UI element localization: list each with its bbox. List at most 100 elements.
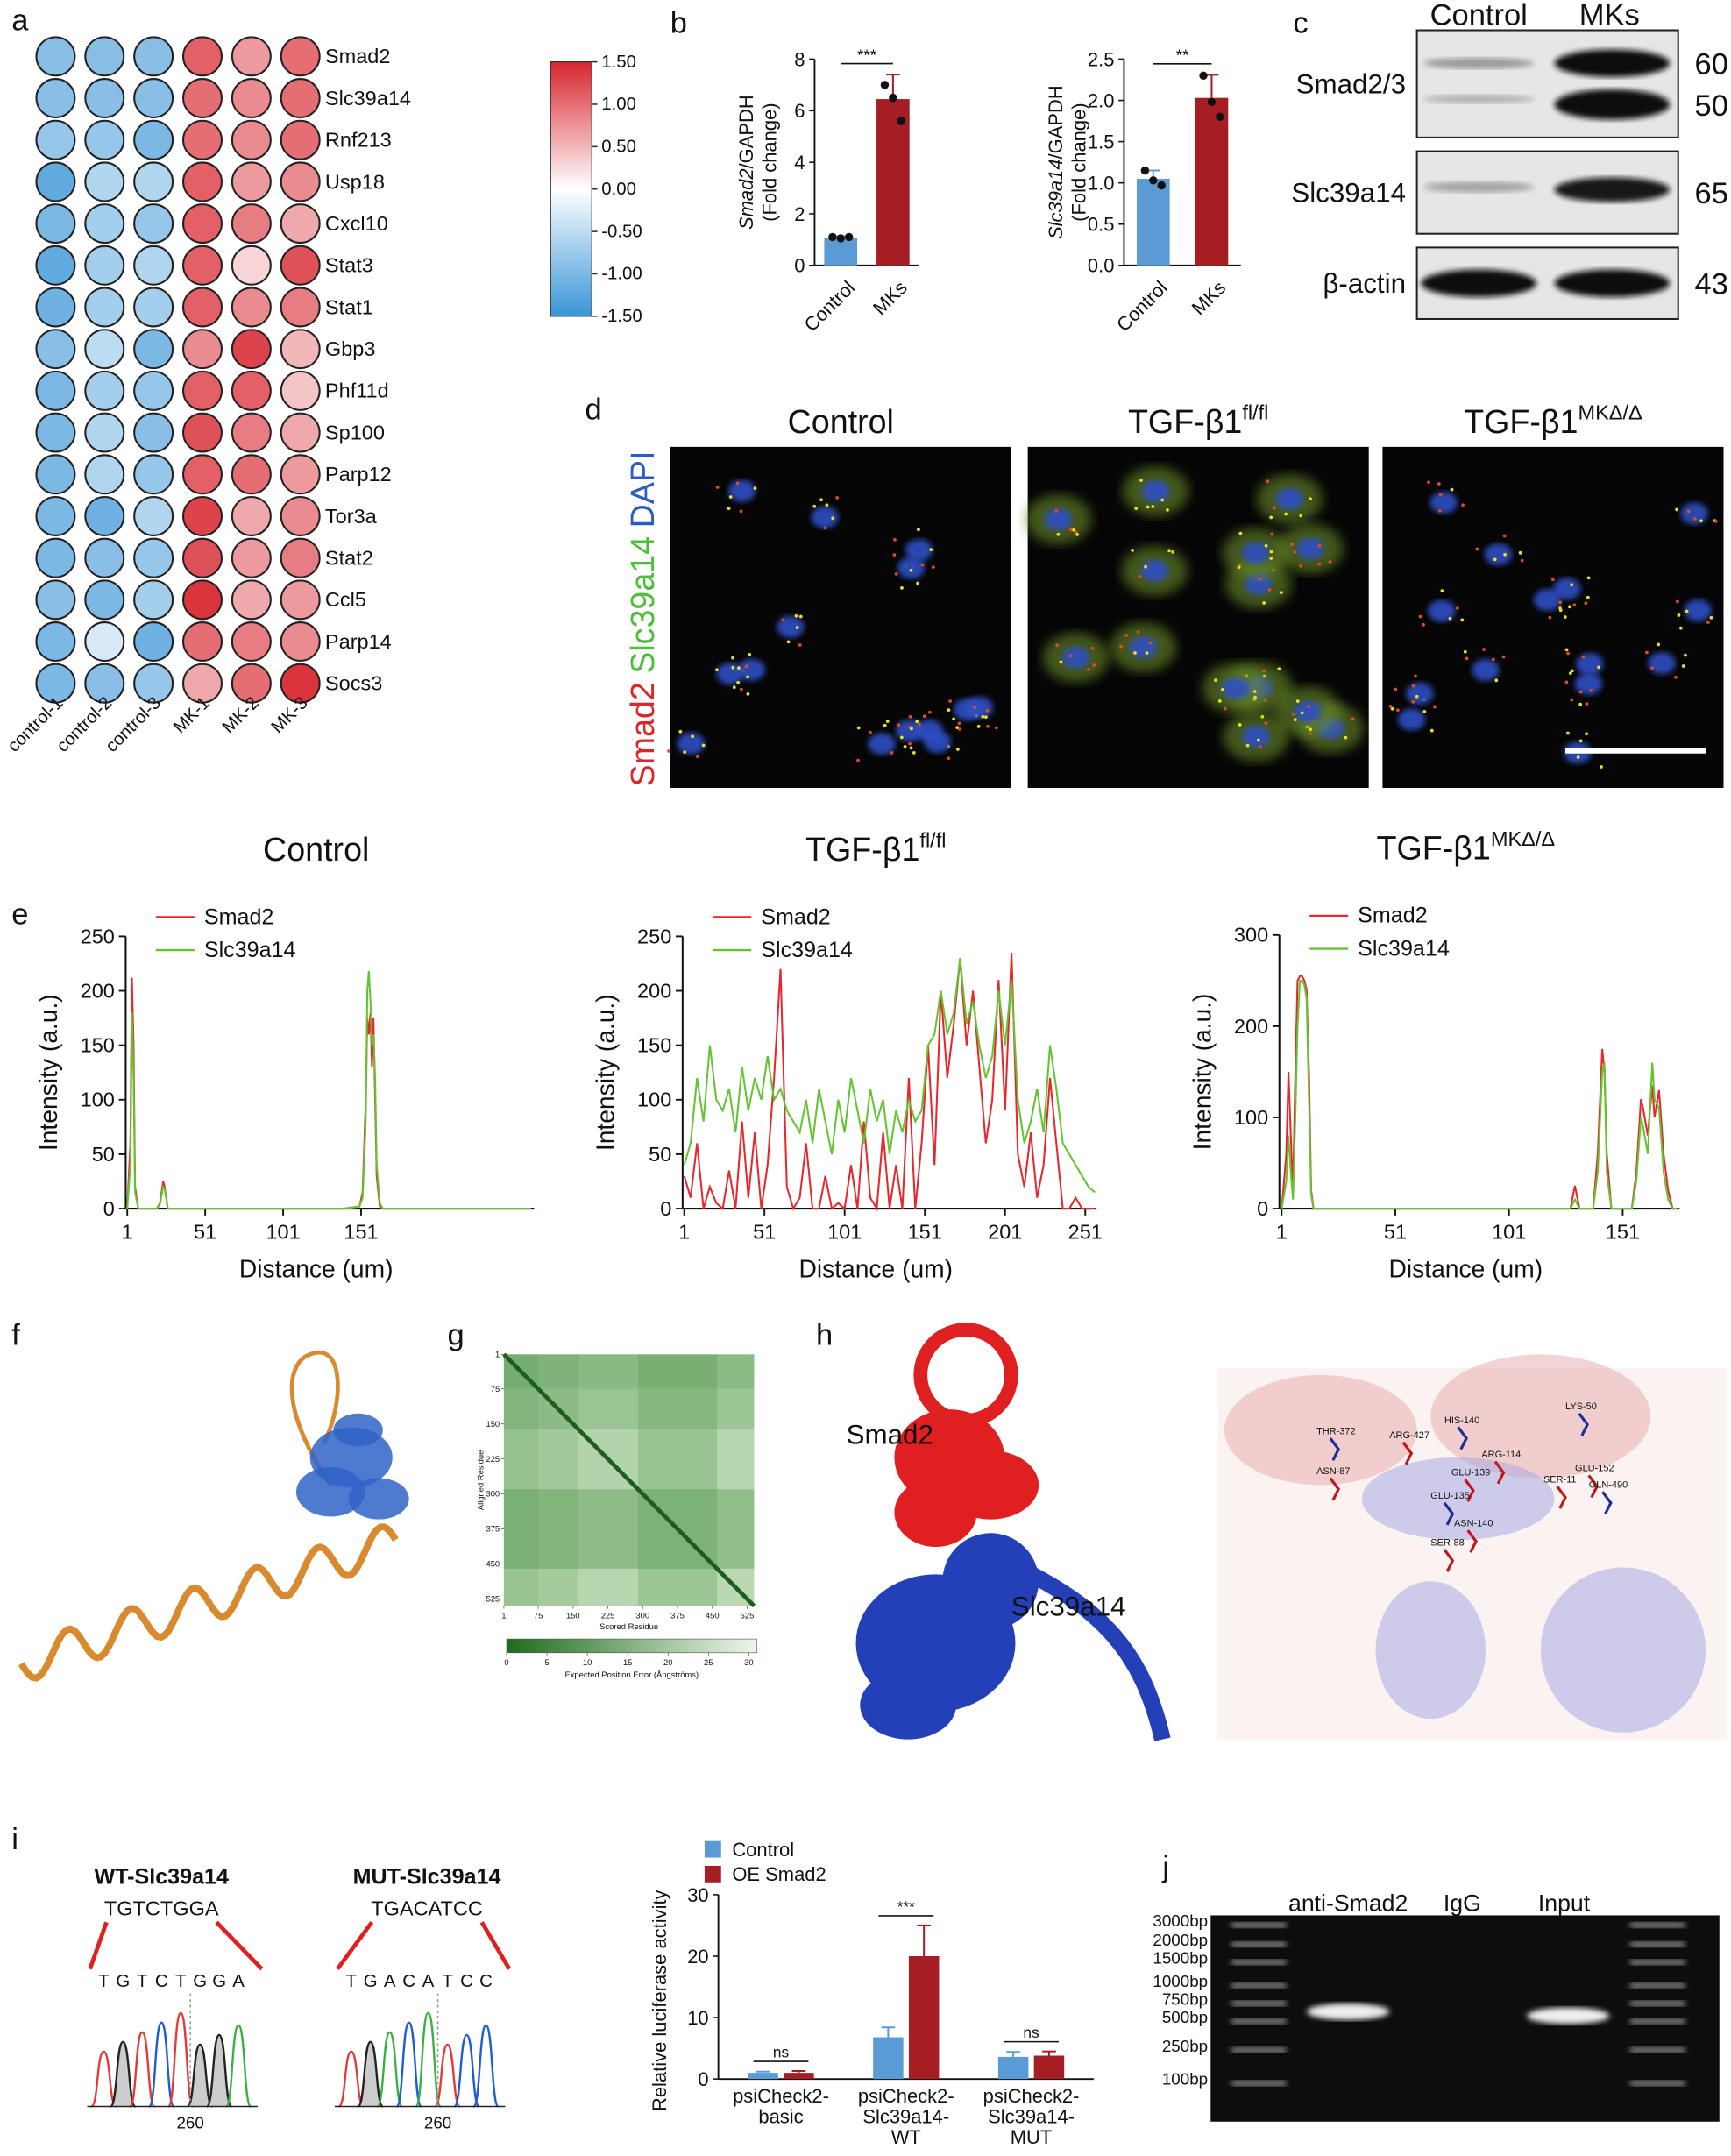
heat-dot (231, 161, 272, 202)
pae-band (637, 1354, 718, 1606)
base-call: T (346, 1972, 357, 1991)
chromatogram-peak (434, 2043, 461, 2108)
nucleus (1684, 599, 1712, 621)
x-tick-label: 375 (670, 1611, 685, 1621)
puncta (1713, 520, 1718, 523)
puncta (892, 553, 897, 557)
pae-band (503, 1489, 755, 1569)
colorbar-tick-label: 5 (544, 1657, 549, 1667)
heat-dot (231, 412, 272, 453)
heat-dot (231, 203, 272, 245)
puncta (1145, 651, 1149, 655)
heat-dot (231, 245, 272, 286)
puncta (915, 720, 919, 724)
x-tick-label: psiCheck2- (983, 2085, 1080, 2107)
puncta (1160, 498, 1165, 502)
puncta (1674, 675, 1678, 679)
puncta (715, 668, 719, 672)
motif-connector (479, 1921, 512, 1970)
puncta (1223, 706, 1227, 711)
residue-stick (1329, 1477, 1341, 1501)
ladder-band (1231, 1982, 1287, 1989)
y-tick-label: 30 (687, 1884, 708, 1906)
row-label: Socs3 (325, 672, 382, 695)
ladder-band (1629, 1922, 1685, 1928)
legend-label: Smad2 (204, 904, 274, 929)
nucleus (965, 696, 994, 719)
ladder-band (1231, 1922, 1287, 1928)
row-label: Parp12 (325, 463, 392, 486)
data-point (844, 232, 854, 242)
heat-dot (280, 161, 321, 202)
heat-dot (280, 537, 321, 578)
heat-dot (84, 245, 125, 286)
y-axis-label: Intensity (a.u.) (591, 994, 619, 1151)
puncta (1566, 731, 1570, 735)
bar (1136, 178, 1170, 266)
puncta (667, 749, 670, 753)
puncta (1279, 591, 1283, 594)
series-line (683, 958, 1096, 1194)
y-tick-label: 0 (1257, 1197, 1268, 1220)
x-tick-label: 1 (122, 1221, 133, 1244)
heat-dot (182, 663, 223, 704)
heat-dot (35, 287, 76, 328)
base-call: G (116, 1972, 130, 1991)
ribbon-slc39a14 (1375, 1581, 1486, 1720)
puncta (727, 507, 731, 510)
puncta (1448, 616, 1452, 621)
puncta (1256, 738, 1260, 742)
heat-dot (35, 495, 76, 536)
puncta (1309, 727, 1312, 732)
heat-dot (280, 245, 321, 286)
heat-dot (280, 454, 321, 495)
puncta (1422, 622, 1425, 627)
ladder-label: 750bp (1162, 1989, 1208, 2008)
puncta (1069, 528, 1073, 532)
data-point (828, 232, 837, 242)
sequence-title: MUT-Slc39a14 (353, 1864, 501, 1889)
ladder-band (1231, 1959, 1287, 1965)
motif-connector (336, 1920, 374, 1971)
gel-band (1307, 2003, 1390, 2020)
heat-dot (231, 287, 272, 328)
heat-dot (35, 663, 76, 704)
puncta (957, 721, 961, 726)
base-call: A (232, 1972, 245, 1991)
micrograph-title-main: TGF-β1 (1464, 403, 1578, 440)
micrograph-title-main: Control (788, 403, 894, 440)
heat-dot (133, 579, 174, 621)
heat-dot (280, 36, 321, 77)
data-point (1216, 112, 1224, 122)
puncta (1584, 601, 1588, 606)
chromatogram-peak (224, 2024, 252, 2108)
puncta (1414, 674, 1417, 678)
puncta (739, 509, 743, 514)
puncta (781, 618, 785, 622)
y-tick-label: 50 (649, 1143, 671, 1166)
x-tick-label: 450 (706, 1611, 720, 1621)
motif: TGTCTGGA (104, 1897, 219, 1919)
bar (824, 238, 858, 266)
base-call: C (479, 1972, 493, 1991)
puncta (1171, 550, 1175, 554)
blot-band (1554, 269, 1671, 297)
puncta (1245, 743, 1250, 748)
y-tick-label: 200 (1234, 1015, 1268, 1038)
puncta (918, 722, 922, 727)
puncta (1503, 552, 1507, 557)
domain (348, 1478, 409, 1520)
x-tick-label: 1 (1276, 1221, 1288, 1244)
residue-label: GLU-139 (1451, 1467, 1491, 1478)
panel-letter: i (11, 1823, 18, 1856)
x-tick-label: psiCheck2- (733, 2085, 829, 2107)
y-tick-label: 2.0 (1088, 89, 1115, 111)
colorbar-tick-label: -0.50 (601, 222, 642, 241)
bar (748, 2073, 778, 2080)
ladder-band (1629, 2047, 1685, 2053)
heat-dot (231, 621, 272, 663)
puncta (1328, 560, 1332, 564)
puncta (976, 724, 981, 728)
y-tick-label: 0 (794, 255, 805, 277)
puncta (1270, 532, 1274, 536)
